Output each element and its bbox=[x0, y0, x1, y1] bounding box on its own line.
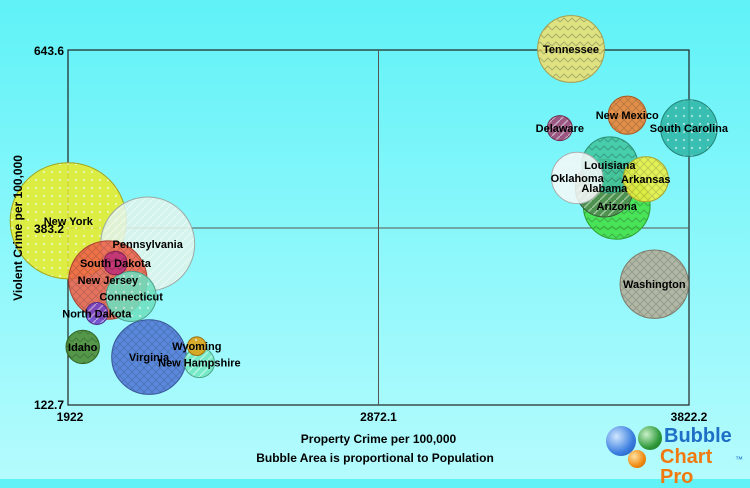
bubble-label-south-dakota: South Dakota bbox=[80, 258, 152, 270]
bubble-labels: New York Pennsylvania South Dakota New Jers… bbox=[44, 44, 729, 370]
bubble-south-dakota[interactable] bbox=[103, 250, 128, 276]
bubble-tennessee[interactable] bbox=[537, 15, 605, 83]
bubble-chart-pro-logo: Bubble Chart Pro ™ bbox=[604, 422, 744, 487]
x-axis-title: Property Crime per 100,000 bbox=[301, 432, 457, 446]
logo-trademark: ™ bbox=[735, 455, 743, 464]
bubble-label-delaware: Delaware bbox=[536, 123, 584, 135]
bubble-label-tennessee: Tennessee bbox=[543, 44, 599, 56]
bubble-label-new-hampshire: New Hampshire bbox=[158, 358, 241, 370]
bubble-label-arizona: Arizona bbox=[597, 201, 638, 213]
x-tick-label-right: 3822.2 bbox=[671, 410, 708, 424]
bubble-label-south-carolina: South Carolina bbox=[650, 123, 729, 135]
bubble-label-arkansas: Arkansas bbox=[621, 174, 671, 186]
bubble-idaho[interactable] bbox=[65, 329, 100, 365]
bubble-label-new-jersey: New Jersey bbox=[78, 275, 139, 287]
y-axis-title: Violent Crime per 100,000 bbox=[11, 155, 25, 301]
bubble-washington[interactable] bbox=[619, 249, 689, 319]
bubble-label-virginia: Virginia bbox=[129, 352, 170, 364]
bubble-north-dakota[interactable] bbox=[85, 302, 109, 325]
bubble-label-oklahoma: Oklahoma bbox=[551, 173, 605, 185]
bubble-arkansas[interactable] bbox=[622, 156, 669, 203]
logo-ball-green bbox=[638, 426, 662, 450]
logo-ball-orange bbox=[628, 450, 646, 468]
logo-word-bubble: Bubble bbox=[664, 425, 732, 447]
bubble-label-pennsylvania: Pennsylvania bbox=[113, 239, 184, 251]
logo-word-chart-pro: Chart Pro bbox=[660, 446, 713, 488]
bubble-label-new-mexico: New Mexico bbox=[596, 110, 659, 122]
bubble-south-carolina[interactable] bbox=[660, 99, 718, 157]
bubble-label-connecticut: Connecticut bbox=[99, 291, 163, 303]
bubble-label-north-dakota: North Dakota bbox=[62, 309, 132, 321]
bubble-delaware[interactable] bbox=[546, 115, 573, 142]
bubble-oklahoma[interactable] bbox=[551, 151, 604, 205]
bubble-label-alabama: Alabama bbox=[581, 183, 628, 195]
chart-subtitle: Bubble Area is proportional to Populatio… bbox=[256, 451, 494, 465]
bubble-label-louisiana: Louisiana bbox=[584, 160, 636, 172]
x-tick-label-mid: 2872.1 bbox=[360, 410, 397, 424]
bubble-wyoming[interactable] bbox=[187, 336, 207, 357]
bubble-series bbox=[9, 15, 718, 395]
bubble-label-new-york: New York bbox=[44, 216, 94, 228]
y-tick-label-top: 643.6 bbox=[34, 44, 64, 58]
bubble-new-mexico[interactable] bbox=[607, 95, 647, 135]
bubble-label-idaho: Idaho bbox=[68, 342, 98, 354]
bubble-connecticut[interactable] bbox=[105, 270, 157, 322]
bubble-label-wyoming: Wyoming bbox=[172, 341, 221, 353]
y-tick-label-mid: 383.2 bbox=[34, 222, 64, 236]
x-tick-label-left: 1922 bbox=[57, 410, 84, 424]
y-tick-label-bottom: 122.7 bbox=[34, 398, 64, 412]
bubble-label-washington: Washington bbox=[623, 279, 686, 291]
